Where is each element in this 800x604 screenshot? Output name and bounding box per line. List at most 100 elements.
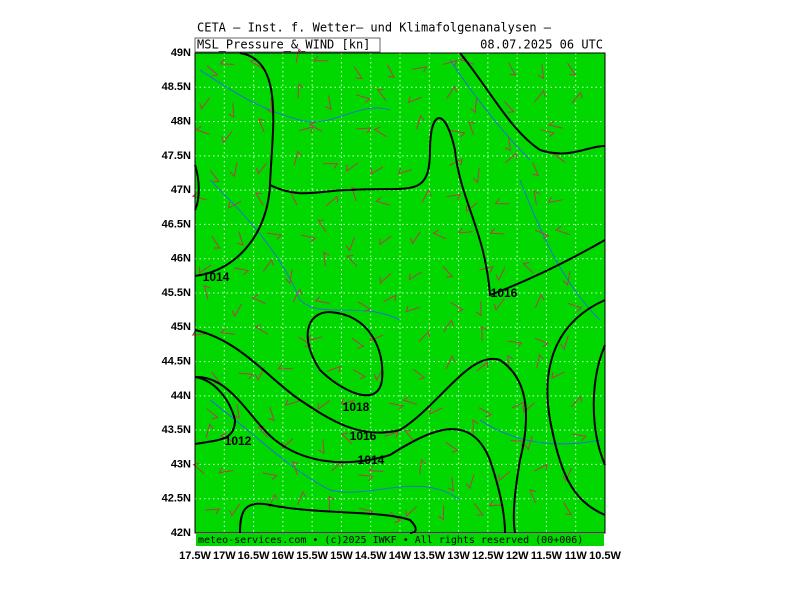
wind-barb — [299, 126, 314, 133]
wind-barb — [228, 200, 242, 209]
wind-barb — [219, 58, 235, 65]
wind-barb — [445, 441, 459, 453]
wind-barb — [191, 192, 207, 201]
wind-barb — [291, 461, 299, 476]
wind-barb — [450, 301, 464, 313]
wind-barb — [206, 65, 219, 77]
wind-barb — [221, 130, 233, 144]
wind-barb — [450, 130, 466, 138]
wind-barb — [373, 367, 384, 381]
wind-barb — [220, 432, 234, 443]
isobar-label: 1014 — [203, 270, 230, 284]
title: CETA – Inst. f. Wetter– und Klimafolgena… — [197, 21, 552, 35]
wind-barb — [340, 398, 355, 406]
date: 08.07.2025 06 UTC — [480, 38, 603, 52]
wind-barb — [352, 369, 367, 380]
wind-barb — [571, 433, 587, 441]
wind-barb — [356, 127, 372, 134]
wind-barb — [522, 262, 534, 274]
wind-barb — [313, 55, 329, 62]
wind-barb — [570, 395, 583, 408]
wind-barb — [534, 89, 546, 102]
wind-barb — [211, 236, 221, 249]
wind-barb — [297, 83, 304, 99]
wind-barb — [405, 305, 420, 313]
wind-barb — [442, 265, 454, 278]
wind-barb — [421, 188, 432, 203]
lon-label: 16W — [272, 550, 295, 562]
lon-label: 17W — [213, 550, 236, 562]
wind-barb — [524, 435, 533, 451]
wind-barb — [534, 463, 548, 472]
wind-barb — [383, 294, 397, 303]
wind-barb — [529, 489, 536, 504]
wind-barb — [533, 190, 540, 205]
lat-label: 49N — [171, 47, 191, 59]
wind-barb — [465, 474, 475, 490]
isobar-label: 1016 — [350, 429, 377, 443]
wind-barb — [266, 98, 273, 114]
lat-label: 45.5N — [162, 287, 191, 299]
wind-barb — [443, 319, 454, 333]
isobar-label: 1014 — [358, 453, 385, 467]
wind-barb — [323, 251, 330, 267]
wind-barb — [308, 121, 323, 133]
wind-barb — [220, 327, 236, 335]
wind-barb — [317, 400, 330, 411]
wind-barb — [301, 234, 317, 243]
wind-barb — [560, 335, 569, 351]
wind-barb — [465, 202, 478, 213]
wind-barb — [551, 371, 565, 379]
wind-barb — [479, 266, 494, 273]
lat-label: 44.5N — [162, 355, 191, 367]
wind-barb — [407, 96, 422, 104]
wind-barb — [209, 170, 220, 183]
lat-label: 48.5N — [162, 81, 191, 93]
wind-barb — [495, 267, 506, 282]
lon-label: 12.5W — [472, 550, 504, 562]
wind-barb — [325, 95, 332, 111]
wind-barb — [373, 126, 387, 138]
wind-barb — [346, 254, 358, 267]
wind-barb — [389, 402, 405, 411]
wind-barb — [229, 162, 238, 178]
wind-barb — [402, 396, 418, 405]
wind-barb — [293, 150, 303, 166]
wind-barb — [537, 64, 544, 80]
wind-barb — [446, 85, 458, 99]
lat-label: 45N — [171, 321, 191, 333]
wind-barb — [547, 196, 563, 204]
wind-barb — [493, 298, 505, 311]
lon-label: 14W — [389, 550, 412, 562]
wind-barb — [357, 301, 372, 312]
wind-barb — [198, 264, 212, 274]
wind-barb — [563, 502, 573, 516]
wind-barb — [474, 503, 484, 516]
wind-barb — [540, 129, 555, 138]
wind-barb — [356, 94, 371, 104]
wind-barb — [475, 301, 482, 317]
wind-barb — [206, 408, 219, 420]
wind-barb — [327, 365, 342, 373]
map-frame — [194, 52, 606, 534]
wind-barb — [522, 402, 535, 414]
wind-barb — [534, 337, 550, 348]
wind-barb — [379, 235, 392, 246]
wind-barb — [446, 193, 462, 200]
wind-barb — [368, 465, 384, 472]
wind-barb — [256, 162, 268, 175]
wind-barb — [369, 334, 384, 342]
wind-barb — [494, 198, 510, 205]
wind-barb — [267, 232, 283, 240]
lat-label: 42.5N — [162, 493, 191, 505]
lat-label: 43.5N — [162, 424, 191, 436]
lon-label: 15.5W — [296, 550, 328, 562]
lon-label: 16.5W — [238, 550, 270, 562]
wind-barb — [508, 62, 517, 76]
wind-barb — [438, 505, 444, 521]
lat-label: 43N — [171, 458, 191, 470]
wind-barb — [571, 91, 583, 104]
wind-barb — [498, 471, 511, 482]
wind-barb — [379, 273, 392, 284]
